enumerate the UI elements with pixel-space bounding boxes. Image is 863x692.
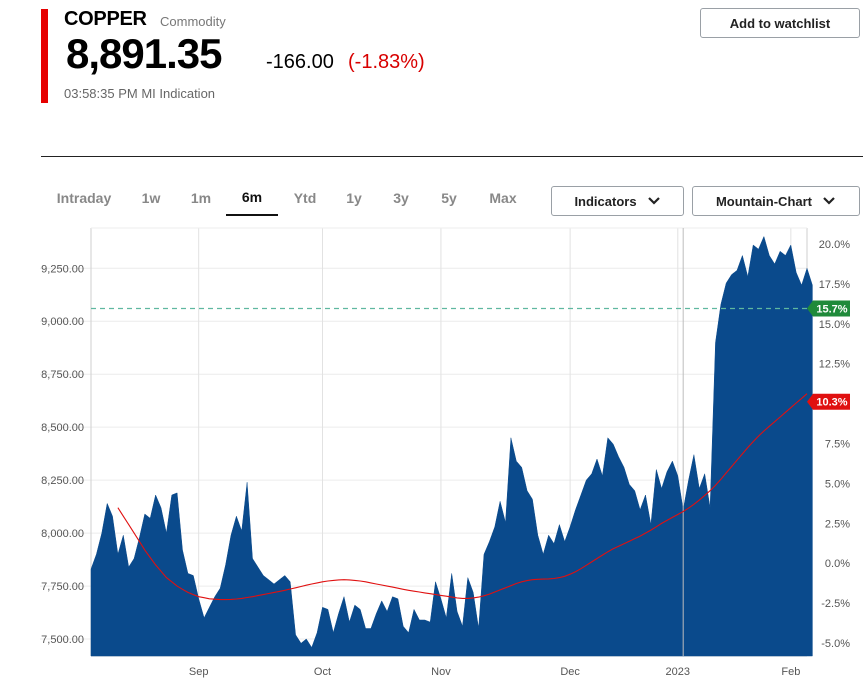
price-chart[interactable]: 9,250.00 9,000.00 8,750.00 8,500.00 8,250.00… [0,224,863,692]
x-axis-tick-label: Oct [314,666,331,678]
y-axis-left-tick-label: 8,500.00 [41,422,84,434]
value-badge: 15.7% [807,300,850,317]
indicators-label: Indicators [574,193,637,209]
y-axis-right-tick-label: 15.0% [819,319,850,331]
tab-range-ytd[interactable]: Ytd [293,190,317,206]
y-axis-left-tick-label: 7,500.00 [41,634,84,646]
y-axis-right-tick-label: -5.0% [821,638,850,650]
y-axis-left-tick-label: 9,250.00 [41,263,84,275]
tab-range-1w[interactable]: 1w [141,190,161,206]
y-axis-left-tick-label: 7,750.00 [41,581,84,593]
tab-range-3y[interactable]: 3y [393,190,409,206]
tab-range-6m[interactable]: 6m [226,180,278,216]
tab-range-intraday[interactable]: Intraday [56,190,112,206]
chevron-down-icon [647,197,660,205]
x-axis-tick-label: Dec [560,666,580,678]
header-divider [41,156,863,157]
asset-type-label: Commodity [160,14,226,29]
y-axis-right-tick-label: 12.5% [819,359,850,371]
y-axis-left-tick-label: 8,250.00 [41,475,84,487]
y-axis-right-tick-label: -2.5% [821,598,850,610]
value-badge-shape [807,393,850,410]
y-axis-right-tick-label: 17.5% [819,279,850,291]
price-change-percent: (-1.83%) [348,51,425,73]
y-axis-left-tick-label: 8,000.00 [41,528,84,540]
add-to-watchlist-button[interactable]: Add to watchlist [700,8,860,38]
value-badge-label: 10.3% [816,397,847,409]
value-badge-label: 15.7% [816,304,847,316]
price-change: -166.00 [266,51,334,73]
y-axis-right-tick-label: 2.5% [825,518,850,530]
quote-timestamp: 03:58:35 PM MI Indication [64,86,216,101]
x-axis-tick-label: Sep [189,666,209,678]
indicators-dropdown[interactable]: Indicators [551,186,684,216]
symbol: COPPER [64,8,147,30]
chevron-down-icon [823,197,835,205]
tab-range-5y[interactable]: 5y [441,190,457,206]
moving-average-series [117,393,808,601]
y-axis-left-tick-label: 8,750.00 [41,369,84,381]
last-price: 8,891.35 [66,30,222,77]
value-badge: 10.3% [807,393,850,410]
y-axis-left-tick-label: 9,000.00 [41,316,84,328]
x-axis-tick-label: 2023 [666,666,690,678]
y-axis-right-tick-label: 5.0% [825,478,850,490]
tab-range-1y[interactable]: 1y [346,190,362,206]
tab-range-max[interactable]: Max [489,190,517,206]
chart-type-label: Mountain-Chart [715,193,813,209]
y-axis-right-tick-label: 0.0% [825,558,850,570]
x-axis-tick-label: Feb [781,666,800,678]
y-axis-right-tick-label: 7.5% [825,439,850,451]
price-area-series [90,235,813,657]
accent-bar [41,9,48,103]
chart-type-dropdown[interactable]: Mountain-Chart [692,186,860,216]
tab-range-1m[interactable]: 1m [190,190,212,206]
value-badge-shape [807,300,850,317]
x-axis-tick-label: Nov [431,666,451,678]
y-axis-right-tick-label: 20.0% [819,239,850,251]
